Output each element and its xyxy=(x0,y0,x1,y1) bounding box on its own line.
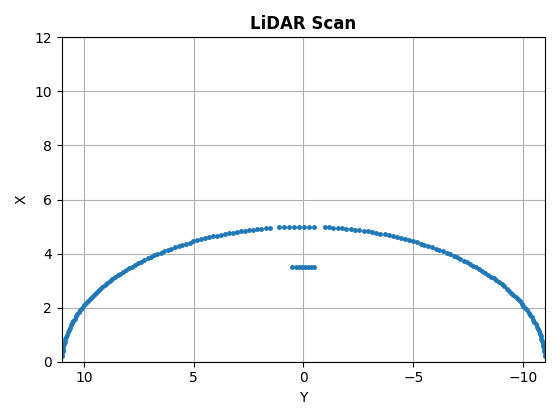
Title: LiDAR Scan: LiDAR Scan xyxy=(250,15,357,33)
Y-axis label: X: X xyxy=(15,195,29,204)
X-axis label: Y: Y xyxy=(299,391,307,405)
